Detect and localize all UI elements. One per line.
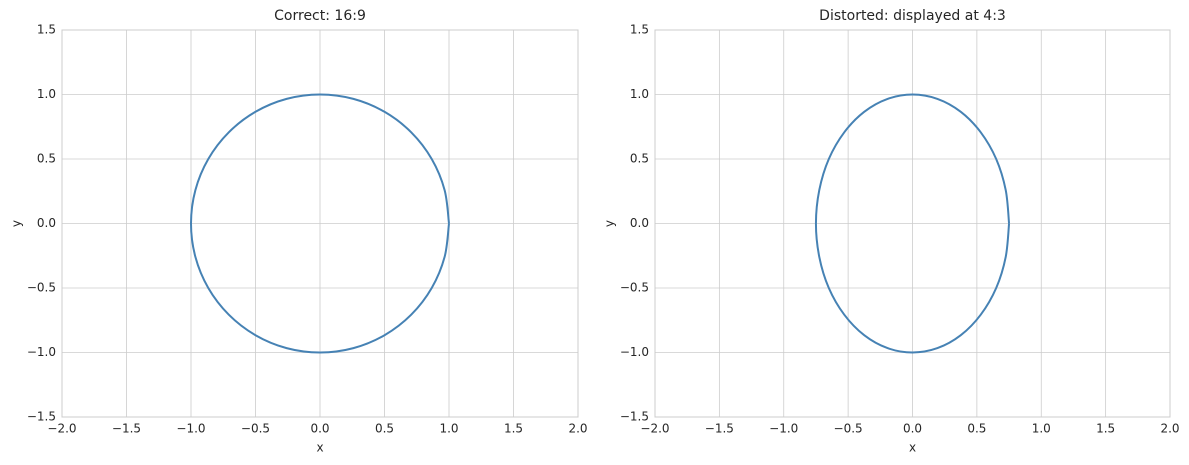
y-tick-label: 1.0 <box>630 87 649 101</box>
y-tick-label: −1.5 <box>620 410 649 424</box>
curve <box>814 93 1011 354</box>
y-tick-label: 0.0 <box>630 216 649 230</box>
chart-title: Distorted: displayed at 4:3 <box>819 8 1006 24</box>
x-tick-label: −0.5 <box>834 422 863 436</box>
x-tick-label: −0.5 <box>241 422 270 436</box>
y-axis-label: y <box>603 220 617 227</box>
x-tick-label: 0.5 <box>967 422 986 436</box>
x-tick-label: −2.0 <box>47 422 76 436</box>
x-tick-label: −1.5 <box>112 422 141 436</box>
curve <box>189 93 450 354</box>
chart-title: Correct: 16:9 <box>274 8 366 24</box>
y-tick-label: 0.5 <box>37 152 56 166</box>
y-tick-label: 0.0 <box>37 216 56 230</box>
x-tick-label: 1.5 <box>504 422 523 436</box>
x-tick-label: 2.0 <box>568 422 587 436</box>
y-tick-label: −1.0 <box>620 345 649 359</box>
y-tick-label: 1.0 <box>37 87 56 101</box>
y-tick-label: −0.5 <box>27 281 56 295</box>
x-tick-label: 1.0 <box>1032 422 1051 436</box>
y-axis-label: y <box>10 220 24 227</box>
x-tick-label: −2.0 <box>640 422 669 436</box>
x-tick-label: −1.0 <box>769 422 798 436</box>
x-axis-label: x <box>316 441 323 455</box>
x-tick-label: −1.5 <box>705 422 734 436</box>
x-tick-label: 1.0 <box>439 422 458 436</box>
plot-frame <box>61 29 579 418</box>
y-tick-label: 1.5 <box>37 23 56 37</box>
x-axis-label: x <box>909 441 916 455</box>
y-tick-label: −1.5 <box>27 410 56 424</box>
x-tick-label: −1.0 <box>176 422 205 436</box>
y-tick-label: −1.0 <box>27 345 56 359</box>
y-tick-label: −0.5 <box>620 281 649 295</box>
y-tick-label: 1.5 <box>630 23 649 37</box>
x-tick-label: 1.5 <box>1096 422 1115 436</box>
x-tick-label: 0.0 <box>310 422 329 436</box>
x-tick-label: 0.5 <box>375 422 394 436</box>
y-tick-label: 0.5 <box>630 152 649 166</box>
plot-frame <box>654 29 1171 418</box>
x-tick-label: 0.0 <box>903 422 922 436</box>
x-tick-label: 2.0 <box>1160 422 1179 436</box>
